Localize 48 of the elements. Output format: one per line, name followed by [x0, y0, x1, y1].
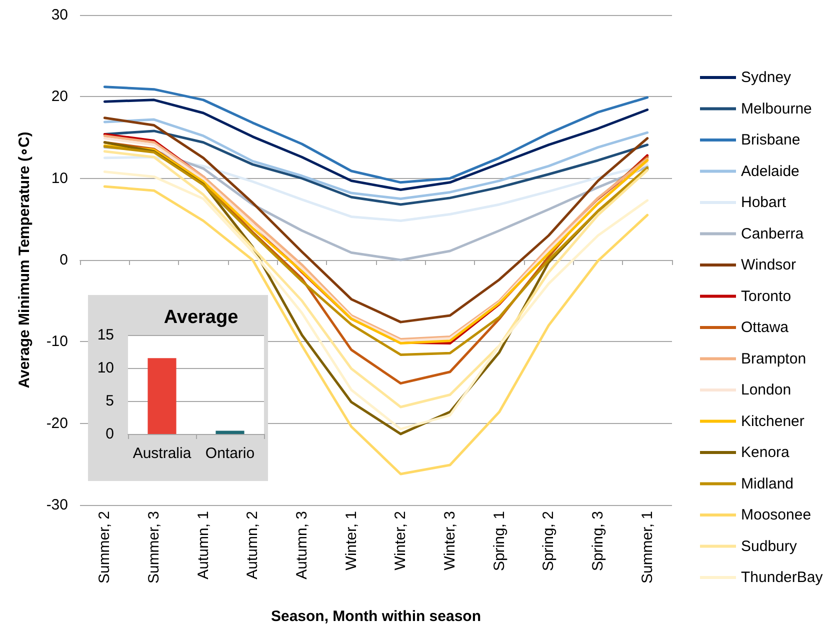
x-tick-label: Winter, 1: [342, 511, 360, 570]
legend-label: Midland: [741, 475, 794, 492]
y-tick-label: 30: [51, 6, 68, 24]
legend-label: Brisbane: [741, 132, 800, 148]
legend-label: Kenora: [741, 444, 790, 461]
legend-label: Melbourne: [741, 100, 812, 118]
y-tick-label: 15: [97, 326, 114, 344]
y-tick-label: 0: [60, 252, 68, 268]
x-tick-label: Autumn, 2: [244, 511, 262, 580]
y-tick-label: -20: [46, 414, 68, 432]
x-tick-label: Ontario: [205, 445, 255, 462]
legend-label: London: [741, 382, 792, 398]
x-tick-label: Summer, 2: [96, 511, 114, 584]
line-series: [103, 118, 649, 200]
x-tick-label: Australia: [132, 445, 192, 462]
y-tick-label: -30: [46, 496, 68, 514]
legend-label: ThunderBay: [741, 569, 824, 586]
y-tick-label: -10: [46, 333, 68, 350]
legend-label: Ottawa: [741, 319, 790, 336]
x-tick-label: Autumn, 3: [294, 511, 310, 580]
x-tick-label: Spring, 3: [590, 511, 606, 572]
legend-label: Canberra: [741, 225, 804, 242]
x-tick-label: Winter, 3: [442, 511, 458, 570]
y-tick-label: 20: [51, 88, 68, 106]
y-tick-label: 5: [106, 392, 114, 410]
legend-label: Toronto: [741, 288, 792, 305]
line-series: [103, 98, 649, 192]
legend-label: Hobart: [741, 194, 787, 211]
legend-label: Brampton: [741, 350, 806, 368]
x-tick-label: Autumn, 1: [194, 511, 212, 580]
x-tick-label: Winter, 2: [392, 511, 410, 570]
x-axis-title: Season, Month within season: [270, 608, 482, 625]
x-tick-label: Spring, 2: [540, 511, 558, 572]
legend-label: Windsor: [741, 256, 796, 274]
legend-label: Moosonee: [741, 506, 812, 524]
chart-title: Average: [164, 307, 238, 328]
legend-label: Adelaide: [741, 162, 800, 180]
legend-label: Kitchener: [741, 412, 804, 430]
y-tick-label: 10: [51, 170, 68, 187]
x-tick-label: Summer, 1: [638, 511, 656, 584]
line-series: [103, 86, 649, 184]
y-axis-title: Average Minimum Temperature (∘C): [16, 132, 33, 388]
legend-label: Sydney: [741, 69, 792, 86]
x-tick-label: Summer, 3: [146, 511, 162, 584]
y-tick-label: 0: [106, 426, 114, 442]
y-tick-label: 10: [97, 360, 114, 376]
x-tick-label: Spring, 1: [490, 511, 508, 572]
legend-label: Sudbury: [741, 538, 798, 555]
